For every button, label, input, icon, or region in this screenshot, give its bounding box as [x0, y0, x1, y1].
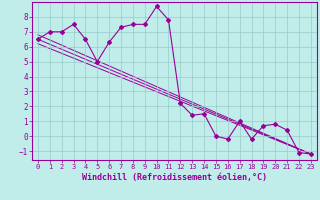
X-axis label: Windchill (Refroidissement éolien,°C): Windchill (Refroidissement éolien,°C)	[82, 173, 267, 182]
